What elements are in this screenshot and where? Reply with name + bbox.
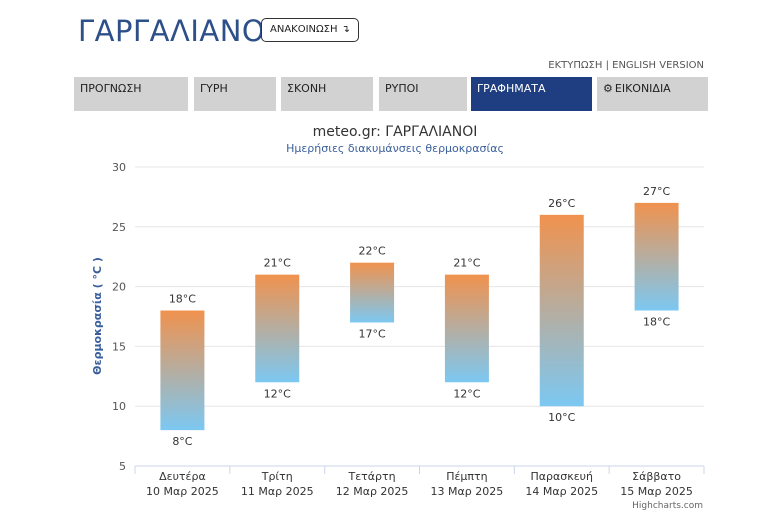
- print-link[interactable]: ΕΚΤΥΠΩΣΗ: [548, 60, 603, 71]
- low-temp-label: 8°C: [172, 435, 192, 448]
- arrow-down-icon: ↴: [341, 24, 350, 35]
- top-links: ΕΚΤΥΠΩΣΗ | ENGLISH VERSION: [548, 60, 704, 71]
- y-axis-label: Θερμοκρασία ( °C ): [91, 257, 104, 375]
- x-tick-day-label: Τετάρτη: [348, 470, 396, 483]
- y-tick-label: 15: [112, 340, 126, 353]
- temperature-range-bar[interactable]: [160, 310, 205, 431]
- x-tick-day-label: Δευτέρα: [159, 470, 206, 483]
- y-tick-label: 20: [112, 281, 126, 294]
- tab-label: ΕΙΚΟΝΙΔΙΑ: [614, 82, 671, 95]
- page-title: ΓΑΡΓΑΛΙΑΝΟΙ: [78, 14, 275, 48]
- gear-icon: ⚙: [603, 82, 613, 95]
- high-temp-label: 21°C: [453, 257, 480, 270]
- tab-label: ΡΥΠΟΙ: [385, 82, 419, 95]
- tab-dust[interactable]: ΣΚΟΝΗ: [281, 77, 373, 111]
- x-tick-day-label: Τρίτη: [261, 470, 293, 483]
- tab-graphs[interactable]: ΓΡΑΦΗΜΑΤΑ: [471, 77, 592, 111]
- tab-label: ΠΡΟΓΝΩΣΗ: [80, 82, 142, 95]
- y-tick-label: 5: [119, 460, 126, 473]
- y-tick-label: 30: [112, 161, 126, 174]
- announcement-button[interactable]: ΑΝΑΚΟΙΝΩΣΗ ↴: [261, 18, 359, 42]
- x-tick-day-label: Σάββατο: [632, 470, 681, 483]
- high-temp-label: 21°C: [264, 257, 291, 270]
- high-temp-label: 27°C: [643, 185, 670, 198]
- tab-label: ΓΥΡΗ: [200, 82, 228, 95]
- temperature-range-bar[interactable]: [634, 202, 679, 311]
- x-tick-date-label: 10 Μαρ 2025: [146, 485, 219, 498]
- x-tick-date-label: 15 Μαρ 2025: [620, 485, 693, 498]
- x-tick-date-label: 13 Μαρ 2025: [431, 485, 504, 498]
- tab-icons[interactable]: ⚙ ΕΙΚΟΝΙΔΙΑ: [597, 77, 708, 111]
- chart-subtitle: Ημερήσιες διακυμάνσεις θερμοκρασίας: [286, 142, 504, 155]
- low-temp-label: 17°C: [358, 327, 385, 340]
- low-temp-label: 18°C: [643, 316, 670, 329]
- x-tick-date-label: 12 Μαρ 2025: [336, 485, 409, 498]
- temperature-range-bar[interactable]: [539, 214, 584, 407]
- link-separator: |: [602, 60, 613, 71]
- high-temp-label: 18°C: [169, 293, 196, 306]
- high-temp-label: 26°C: [548, 197, 575, 210]
- low-temp-label: 12°C: [453, 387, 480, 400]
- tab-pollutants[interactable]: ΡΥΠΟΙ: [379, 77, 467, 111]
- y-tick-label: 25: [112, 221, 126, 234]
- high-temp-label: 22°C: [358, 245, 385, 258]
- x-tick-date-label: 11 Μαρ 2025: [241, 485, 314, 498]
- low-temp-label: 12°C: [264, 387, 291, 400]
- temperature-range-bar[interactable]: [255, 274, 300, 383]
- english-version-link[interactable]: ENGLISH VERSION: [612, 60, 704, 71]
- x-tick-day-label: Πέμπτη: [446, 470, 487, 483]
- tab-pollen[interactable]: ΓΥΡΗ: [194, 77, 276, 111]
- temperature-range-bar[interactable]: [444, 274, 489, 383]
- x-tick-day-label: Παρασκευή: [531, 470, 594, 483]
- low-temp-label: 10°C: [548, 411, 575, 424]
- tab-label: ΓΡΑΦΗΜΑΤΑ: [477, 82, 546, 95]
- tab-forecast[interactable]: ΠΡΟΓΝΩΣΗ: [74, 77, 188, 111]
- announcement-label: ΑΝΑΚΟΙΝΩΣΗ: [270, 24, 338, 35]
- x-tick-date-label: 14 Μαρ 2025: [525, 485, 598, 498]
- credits-link[interactable]: Highcharts.com: [632, 501, 703, 511]
- tab-label: ΣΚΟΝΗ: [287, 82, 327, 95]
- chart-title: meteo.gr: ΓΑΡΓΑΛΙΑΝΟΙ: [313, 124, 478, 140]
- temperature-range-bar[interactable]: [350, 262, 395, 323]
- y-tick-label: 10: [112, 400, 126, 413]
